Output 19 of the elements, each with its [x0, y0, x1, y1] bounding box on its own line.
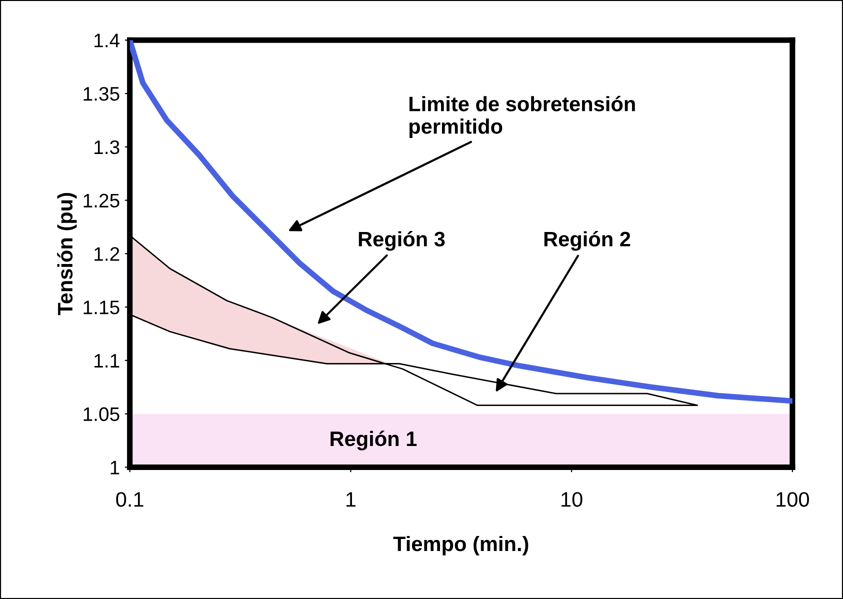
x-tick-label: 100 [776, 492, 809, 507]
band-label: Región 1 [330, 430, 417, 450]
y-tick-label: 1.15 [84, 300, 120, 314]
annotation: Limite de sobretensión permitido [409, 96, 635, 138]
y-axis-title: Tensión (pu) [57, 192, 77, 316]
y-tick-label: 1.2 [94, 247, 120, 261]
y-tick-label: 1.05 [84, 407, 120, 422]
x-tick-label: 10 [562, 492, 582, 507]
y-tick-label: 1.25 [84, 194, 120, 208]
y-tick-label: 1.35 [84, 86, 120, 101]
x-tick-label: 1 [346, 492, 356, 507]
x-tick-label: 0.1 [116, 492, 144, 507]
y-tick-label: 1.1 [94, 354, 120, 368]
y-tick-label: 1.3 [94, 140, 120, 154]
y-tick-label: 1 [110, 460, 120, 474]
x-axis-title: Tiempo (min.) [393, 536, 528, 556]
annotation: Región 3 [358, 231, 445, 251]
y-tick-label: 1.4 [94, 34, 120, 48]
annotation: Región 2 [544, 231, 630, 251]
